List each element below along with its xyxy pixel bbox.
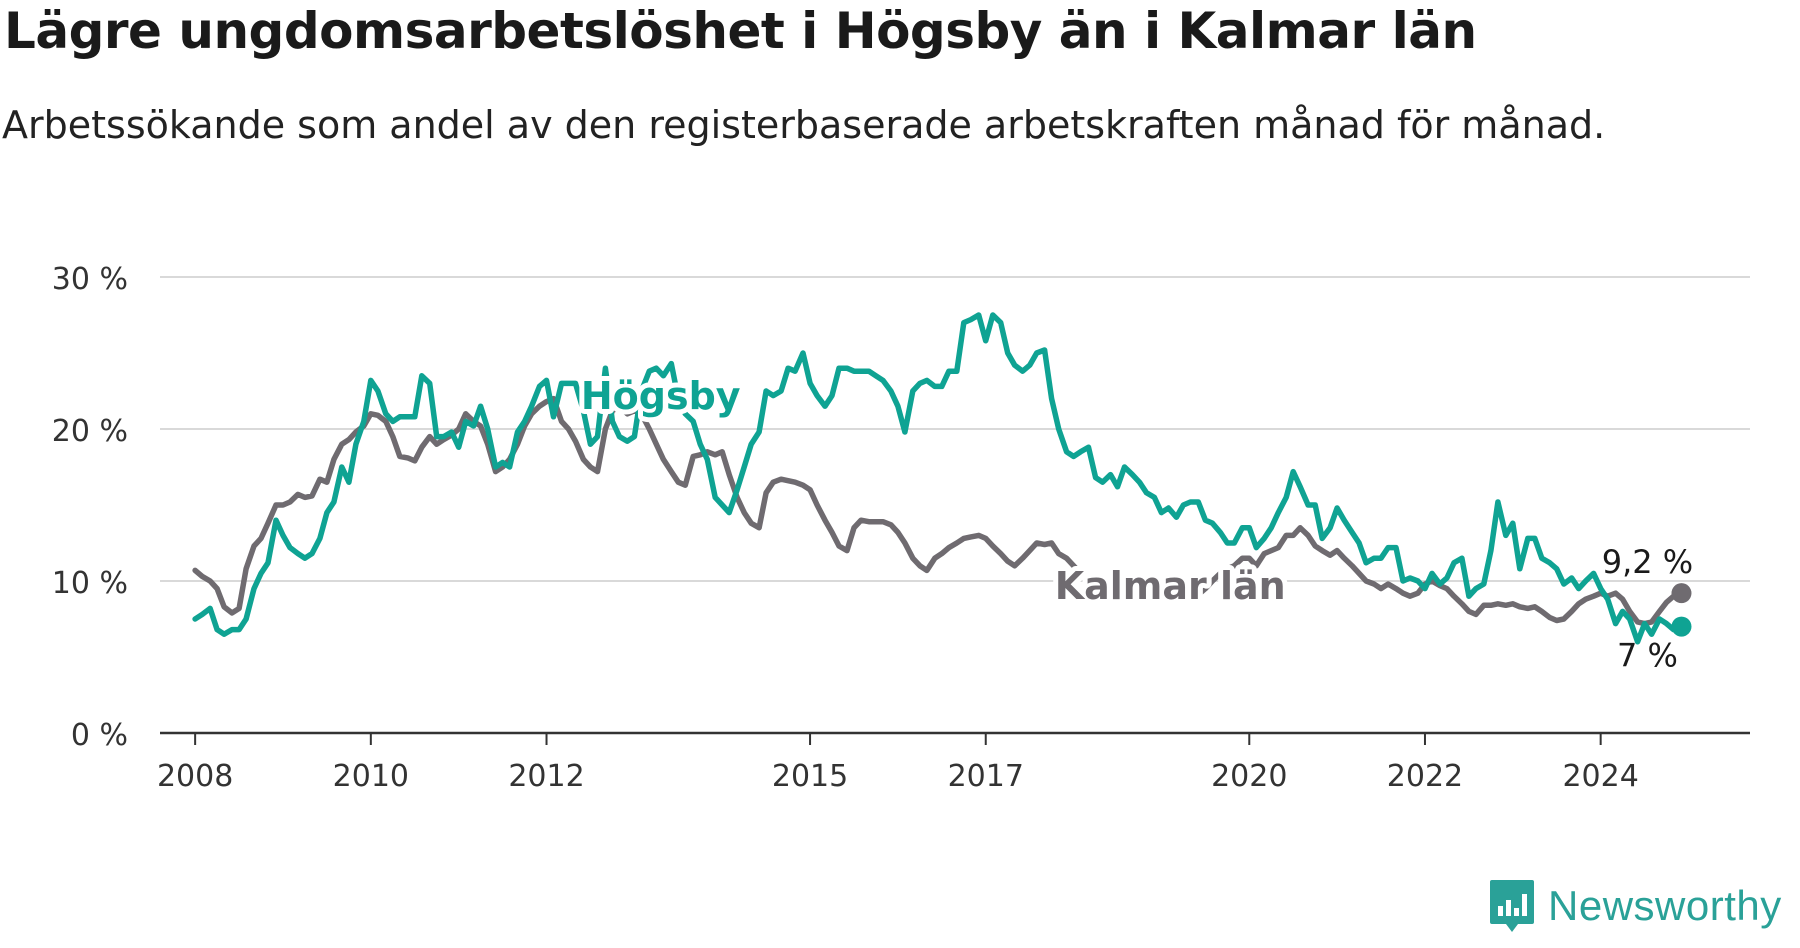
x-tick-label: 2020 [1211,759,1287,794]
series-label-kalmar-halo: Kalmar län [1055,564,1286,608]
logo-text: Newsworthy [1548,882,1782,929]
y-tick-label: 20 % [52,414,128,449]
end-point-hogsby [1671,616,1692,637]
y-tick-label: 30 % [52,262,128,297]
x-tick-label: 2022 [1387,759,1463,794]
x-tick-label: 2015 [772,759,848,794]
x-tick-label: 2024 [1562,759,1638,794]
chart-subtitle: Arbetssökande som andel av den registerb… [2,103,1606,147]
series-label-kalmar: Kalmar län [1055,564,1286,608]
series-label-hogsby: Högsby [581,374,741,418]
end-point-kalmar [1671,583,1692,604]
chart-title: Lägre ungdomsarbetslöshet i Högsby än i … [4,2,1477,60]
end-value-kalmar: 9,2 % [1602,543,1693,581]
chart-speech-bubble-icon [1490,880,1534,932]
x-tick-label: 2010 [333,759,409,794]
newsworthy-logo: Newsworthy [1488,878,1782,934]
y-tick-label: 10 % [52,566,128,601]
series-label-hogsby-halo: Högsby [581,374,741,418]
series-line-kalmar [192,395,1685,627]
series-line-hogsby [192,312,1685,645]
end-value-hogsby: 7 % [1617,637,1678,675]
x-tick-label: 2017 [948,759,1024,794]
y-tick-label: 0 % [71,718,128,753]
x-tick-label: 2012 [508,759,584,794]
x-tick-label: 2008 [157,759,233,794]
